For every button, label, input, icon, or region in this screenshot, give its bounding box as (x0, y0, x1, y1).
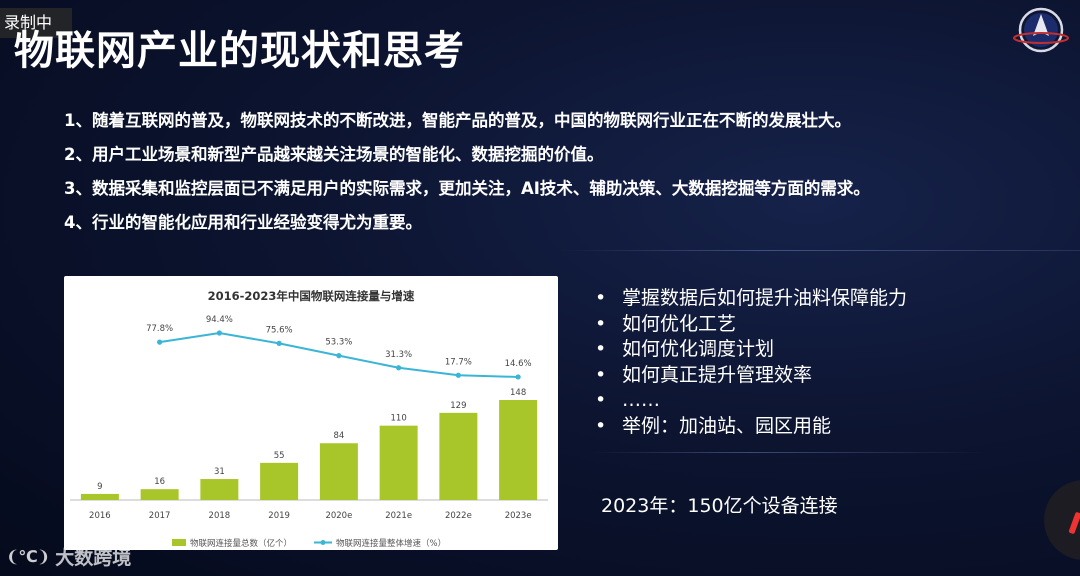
bar (499, 400, 538, 500)
bullet-dot: • (595, 287, 607, 309)
growth-value-label: 53.3% (325, 338, 352, 348)
watermark-logo-icon: ❨℃❩ (6, 546, 50, 566)
right-list-item: • 如何真正提升管理效率 (595, 363, 907, 389)
watermark: ❨℃❩ 大数跨境 (6, 541, 131, 571)
divider (560, 250, 1080, 251)
right-list-item: • 如何优化工艺 (595, 312, 907, 338)
org-logo-icon (1013, 7, 1069, 53)
growth-value-label: 31.3% (385, 350, 412, 360)
growth-value-label: 75.6% (266, 325, 293, 335)
bullet-dot: • (595, 338, 607, 360)
chart-title: 2016-2023年中国物联网连接量与增速 (208, 289, 415, 303)
bar-value-label: 110 (391, 414, 407, 424)
bar-value-label: 55 (274, 451, 285, 461)
bar (379, 425, 418, 500)
bar-value-label: 9 (97, 482, 102, 492)
right-list-item: • 掌握数据后如何提升油料保障能力 (595, 286, 907, 312)
right-list-text: 如何优化工艺 (622, 312, 737, 335)
bullet-dot: • (595, 312, 607, 335)
growth-point (216, 330, 222, 336)
bullet-dot: • (595, 389, 607, 411)
right-bullet-list: • 掌握数据后如何提升油料保障能力 • 如何优化工艺 • 如何优化调度计划 • 如何真正… (595, 286, 907, 439)
x-tick-label: 2020e (325, 511, 352, 521)
bullet-item: 2、用户工业场景和新型产品越来越关注场景的智能化、数据挖掘的价值。 (64, 145, 604, 164)
bullet-item: 3、数据采集和监控层面已不满足用户的实际需求，更加关注，AI技术、辅助决策、大数… (64, 179, 870, 198)
bar-value-label: 129 (450, 401, 466, 411)
bullet-item: 1、随着互联网的普及，物联网技术的不断改进，智能产品的普及，中国的物联网行业正在… (64, 111, 851, 130)
growth-point (276, 340, 282, 346)
chart-panel: 2016-2023年中国物联网连接量与增速 9 16 31 55 84 110 129 148… (64, 276, 558, 550)
bar (80, 493, 119, 500)
chart-legend: 物联网连接量总数（亿个） 物联网连接量整体增速（%） (172, 538, 446, 549)
bar (200, 479, 239, 500)
right-list-text: 掌握数据后如何提升油料保障能力 (622, 287, 908, 309)
x-tick-label: 2021e (385, 511, 412, 521)
x-tick-label: 2018 (209, 511, 231, 521)
bar-value-label: 31 (214, 467, 225, 477)
bar-value-label: 84 (333, 431, 344, 441)
growth-point (455, 372, 461, 378)
right-list-text: …… (622, 389, 660, 411)
recording-badge: 录制中 (0, 8, 72, 38)
growth-value-label: 94.4% (206, 315, 233, 325)
growth-point (396, 365, 402, 371)
x-tick-label: 2022e (445, 511, 472, 521)
summary-text: 2023年：150亿个设备连接 (601, 495, 838, 517)
x-tick-label: 2019 (268, 511, 290, 521)
growth-point (515, 374, 521, 380)
x-tick-label: 2017 (149, 511, 171, 521)
right-list-item: • 举例：加油站、园区用能 (595, 414, 907, 440)
bullet-list: 1、随着互联网的普及，物联网技术的不断改进，智能产品的普及，中国的物联网行业正在… (64, 104, 1044, 240)
right-list-text: 举例：加油站、园区用能 (622, 414, 832, 437)
legend-line-label: 物联网连接量整体增速（%） (336, 538, 446, 549)
chart-svg: 2016-2023年中国物联网连接量与增速 9 16 31 55 84 110 129 148… (70, 289, 548, 549)
bar (439, 412, 478, 500)
bar-value-label: 148 (510, 388, 526, 398)
right-list-text: 如何真正提升管理效率 (622, 363, 813, 386)
bullet-item: 4、行业的智能化应用和行业经验变得尤为重要。 (64, 213, 422, 232)
bullet-dot: • (595, 414, 607, 437)
right-list-text: 如何优化调度计划 (622, 338, 775, 360)
watermark-text: 大数跨境 (55, 546, 132, 569)
bullet-dot: • (595, 363, 607, 386)
right-list-item: • 如何优化调度计划 (595, 337, 907, 363)
legend-bar-swatch (172, 539, 186, 546)
bar-value-label: 16 (154, 477, 165, 487)
growth-value-label: 14.6% (505, 359, 532, 369)
right-list-item: • …… (595, 388, 907, 414)
legend-line-marker (320, 540, 326, 545)
growth-value-label: 17.7% (445, 357, 472, 367)
growth-value-label: 77.8% (146, 324, 173, 334)
x-tick-label: 2016 (89, 511, 111, 521)
bar (260, 462, 299, 500)
divider (590, 452, 990, 453)
slide-title: 物联网产业的现状和思考 (14, 28, 465, 74)
legend-bar-label: 物联网连接量总数（亿个） (190, 538, 292, 549)
growth-point (336, 353, 342, 359)
growth-point (157, 339, 163, 345)
bar (140, 489, 179, 500)
bar (319, 443, 358, 500)
x-tick-label: 2023e (505, 511, 532, 521)
